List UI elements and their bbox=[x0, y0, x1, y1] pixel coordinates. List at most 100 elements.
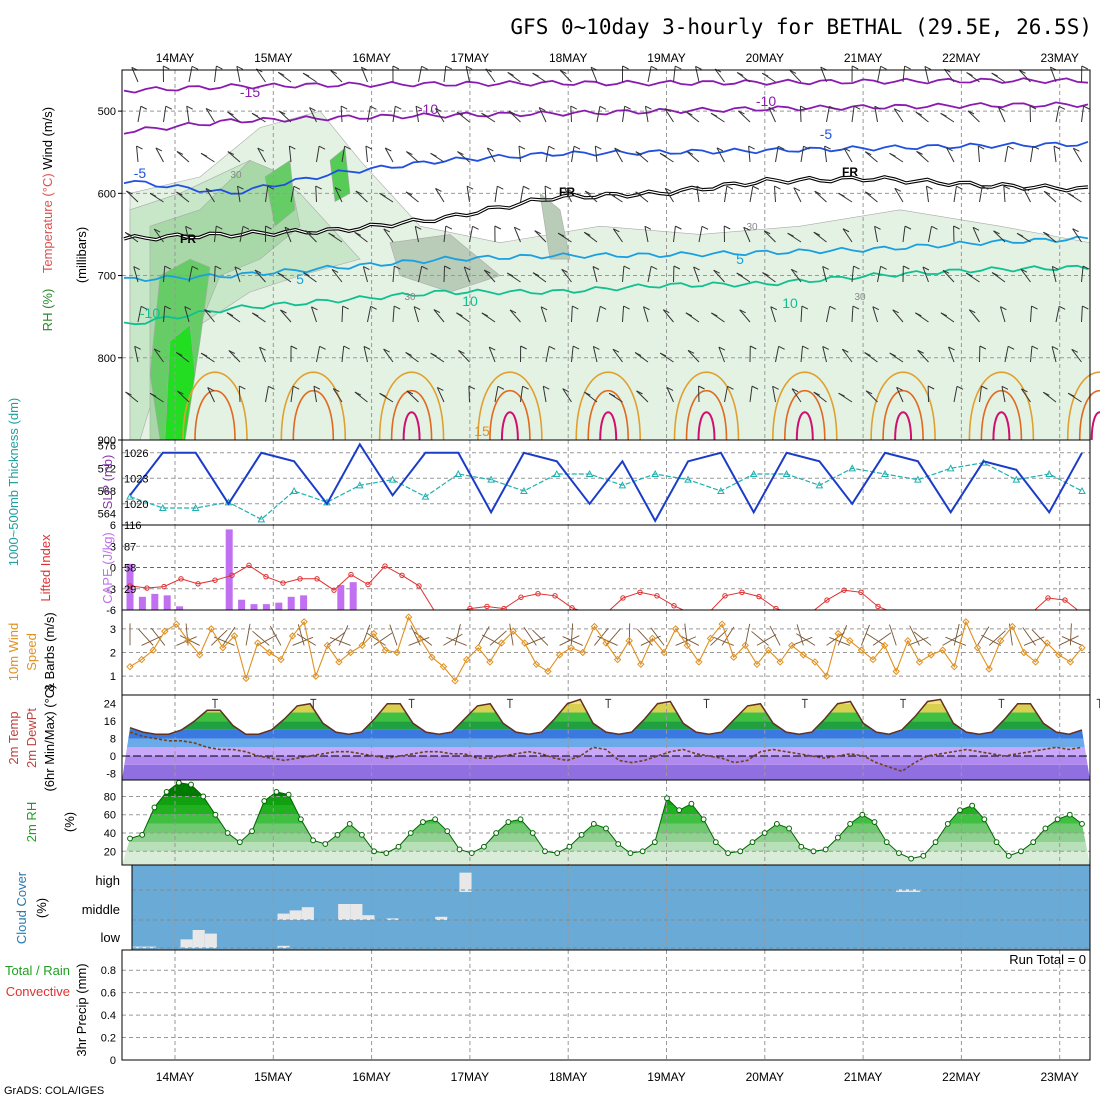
wind-barb bbox=[518, 146, 521, 163]
wind-barb-feather bbox=[659, 152, 667, 157]
wind-barb bbox=[278, 110, 292, 123]
wind-barb bbox=[913, 631, 932, 646]
wind-barb-feather bbox=[185, 225, 192, 230]
wind-barb-feather bbox=[311, 306, 318, 311]
wind-barb bbox=[316, 346, 321, 363]
wind-barb bbox=[673, 66, 676, 83]
thickness-point bbox=[651, 469, 660, 477]
wind-barb bbox=[822, 266, 827, 283]
thickness-slp-panel: 564 568 572 576 1020 1023 1026 bbox=[98, 439, 1091, 526]
wind-barb-feather bbox=[445, 65, 453, 70]
wind-barb-feather bbox=[748, 145, 755, 150]
wind-barb bbox=[643, 306, 649, 323]
cloud-bar bbox=[908, 889, 921, 892]
temp-line bbox=[129, 698, 1083, 735]
wind-barb-feather bbox=[1031, 305, 1038, 310]
wind-barb bbox=[1053, 146, 1057, 163]
wind-barb-feather bbox=[239, 385, 246, 390]
wind-barb-feather bbox=[430, 352, 437, 357]
rh-point bbox=[981, 816, 988, 823]
wind-barb bbox=[851, 106, 855, 123]
rh-point bbox=[517, 816, 524, 823]
wind-barb-feather bbox=[509, 309, 517, 314]
warm-contour bbox=[980, 389, 1023, 441]
wind-barb bbox=[769, 625, 781, 646]
date-tick-label: 14MAY bbox=[156, 51, 194, 65]
contour-label: -5 bbox=[134, 165, 147, 181]
wind-barb bbox=[1021, 388, 1031, 403]
wind-barb-feather bbox=[251, 112, 259, 117]
slp-tick-label: 1026 bbox=[124, 448, 148, 460]
rh-point bbox=[127, 835, 133, 842]
wind-barb bbox=[714, 68, 725, 83]
upper-axis-label: Temperature (°C) Wind (m/s) bbox=[40, 107, 55, 273]
wind-barb-feather bbox=[435, 108, 442, 112]
wind-barb bbox=[594, 146, 598, 163]
wind-barb-feather bbox=[538, 107, 546, 111]
rh-shade-region bbox=[164, 324, 196, 441]
wind-barb-feather bbox=[564, 187, 571, 192]
wind-barb bbox=[842, 228, 853, 243]
wind-barb-feather bbox=[354, 391, 362, 396]
wind-speed-point bbox=[555, 651, 564, 659]
wind-barb-feather bbox=[456, 111, 464, 116]
wind-barb bbox=[562, 388, 572, 403]
wind-barb bbox=[538, 107, 547, 123]
cape-axis-label: CAPE (J/kg) bbox=[100, 532, 115, 604]
warm-contour bbox=[1090, 411, 1100, 441]
wind-barb-feather bbox=[893, 108, 901, 113]
wind-barb bbox=[796, 624, 804, 646]
precip-tick-label: 0.6 bbox=[101, 988, 116, 1000]
wind-speed-point bbox=[300, 618, 308, 626]
wind-barb-feather bbox=[931, 225, 938, 230]
wind-barb-feather bbox=[363, 266, 370, 270]
wind-barb-feather bbox=[686, 151, 694, 155]
wind-barb-feather bbox=[904, 65, 911, 70]
wind-barb-feather bbox=[518, 145, 526, 150]
wind-barb-feather bbox=[948, 346, 955, 351]
wind-barb-feather bbox=[695, 65, 702, 70]
wind-barb bbox=[392, 266, 395, 283]
wind-barb-feather bbox=[175, 351, 183, 356]
lifted-index-cape-panel: 6 3 0 -3 -6 29 58 87 116 bbox=[106, 520, 1091, 617]
thickness-point bbox=[1045, 469, 1054, 477]
wind-axis-label-1: 10m Wind bbox=[6, 623, 21, 682]
li-tick-label: 3 bbox=[110, 541, 116, 553]
wind-barb bbox=[205, 188, 215, 203]
wind-barb-feather bbox=[177, 390, 184, 395]
wind-barb bbox=[666, 387, 674, 403]
temp-band bbox=[122, 764, 1090, 780]
wind-barb-feather bbox=[1003, 185, 1011, 190]
date-tick-label: 18MAY bbox=[549, 1070, 587, 1084]
wind-barb bbox=[559, 635, 580, 646]
wind-barb-feather bbox=[1031, 345, 1039, 350]
date-tick-label: 16MAY bbox=[352, 51, 390, 65]
rh-point bbox=[1079, 820, 1085, 827]
wind-barb-feather bbox=[915, 312, 922, 317]
rh-point bbox=[285, 791, 292, 798]
rh-point bbox=[688, 800, 695, 807]
y-label-part: 1000~500mb Thickness (dm) bbox=[6, 398, 21, 567]
wind-barb-feather bbox=[768, 107, 776, 111]
wind-barb-feather bbox=[293, 185, 301, 190]
wind-barb bbox=[469, 226, 474, 243]
wind-barb-feather bbox=[664, 108, 672, 113]
cloud-bar bbox=[192, 930, 205, 948]
wind-barb-feather bbox=[751, 385, 759, 390]
rh-point bbox=[847, 820, 854, 827]
wind-barb-feather bbox=[207, 387, 214, 391]
wind-barb-feather bbox=[822, 266, 829, 270]
y-label-part: 2m RH bbox=[24, 802, 39, 842]
cape-bar bbox=[349, 582, 357, 610]
freezing-contour-core bbox=[123, 176, 1089, 241]
rh-point bbox=[444, 828, 451, 835]
wind-speed-point bbox=[230, 632, 239, 640]
wind-barb-feather bbox=[693, 266, 700, 271]
wind-speed-point bbox=[938, 646, 947, 654]
warm-contour bbox=[489, 389, 531, 441]
wind-barb bbox=[524, 636, 546, 646]
wind-barb bbox=[443, 226, 447, 243]
wind-speed-point bbox=[195, 651, 204, 659]
wind-barb bbox=[860, 624, 870, 646]
contour-label: 30 bbox=[230, 170, 242, 181]
